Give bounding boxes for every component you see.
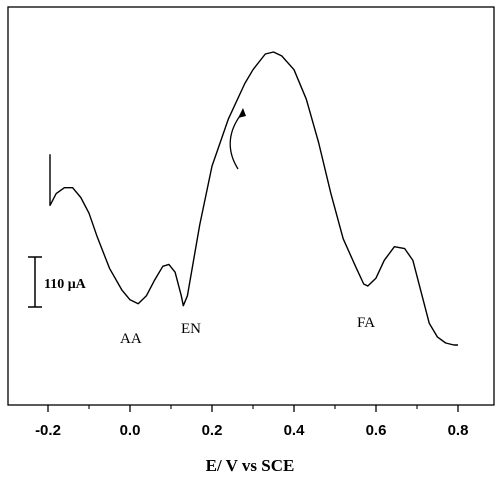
scan-direction-arrow [229, 111, 244, 170]
x-tick-label: 0.8 [448, 422, 469, 439]
x-tick-label: 0.6 [366, 422, 387, 439]
x-tick-label: 0.2 [202, 422, 223, 439]
arrow-head-icon [238, 108, 246, 118]
scale-bar: 110 μA [28, 256, 87, 308]
annotation-aa: AA [120, 331, 142, 347]
x-axis-title: E/ V vs SCE [206, 456, 295, 475]
annotation-en: EN [181, 321, 201, 337]
x-tick-label: 0.4 [284, 422, 306, 439]
plot-frame [7, 6, 495, 406]
x-tick-label: -0.2 [35, 422, 61, 439]
x-tick-label: 0.0 [120, 422, 141, 439]
x-axis: -0.2 0.0 0.2 0.4 0.6 0.8 [35, 405, 468, 439]
current-curve [49, 51, 458, 346]
annotation-fa: FA [357, 315, 375, 331]
scale-bar-label: 110 μA [44, 277, 87, 292]
